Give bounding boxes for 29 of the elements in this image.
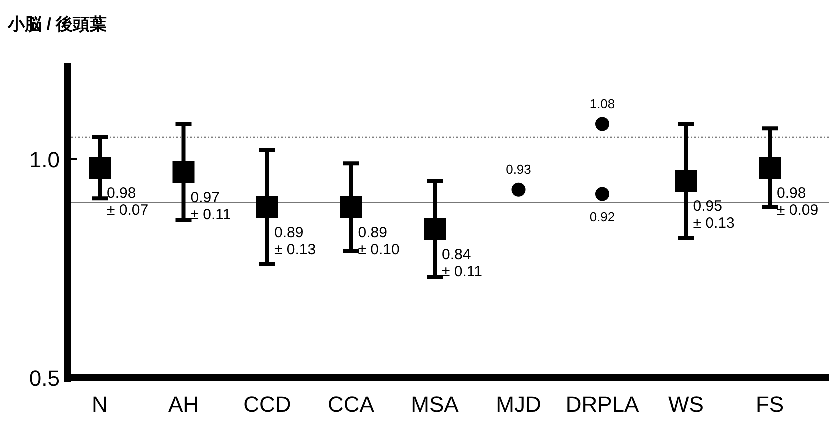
x-tick-label: FS [756,392,784,417]
x-tick-label: DRPLA [566,392,640,417]
point [256,196,278,218]
point [675,170,698,192]
y-tick-label: 1.0 [29,147,60,172]
x-tick-label: MSA [411,392,460,417]
data-label: 0.98 ± 0.07 [107,185,149,219]
data-label: 0.84 ± 0.11 [442,246,482,280]
x-tick-label: WS [668,392,704,417]
point [172,161,195,184]
data-label: 0.97 ± 0.11 [190,189,232,224]
x-tick-label: MJD [496,392,542,417]
data-label: 0.93 [506,162,532,177]
x-tick-label: AH [168,392,200,417]
data-label: 0.95 ± 0.13 [693,198,735,232]
data-label: 0.89 ± 0.10 [358,224,400,258]
point [759,157,781,179]
chart-title: 小脳 / 後頭葉 [7,15,108,34]
x-tick-label: N [92,392,108,417]
point [340,196,362,218]
point [89,157,111,179]
data-label: 0.89 ± 0.13 [274,224,316,258]
x-tick-label: CCA [328,392,375,417]
y-tick-label: 0.5 [29,366,60,391]
point [424,218,446,240]
data-label: 0.92 [590,209,616,224]
data-label: 1.08 [590,96,616,112]
x-tick-label: CCD [244,392,292,417]
data-label: 0.98 ± 0.09 [777,185,819,219]
